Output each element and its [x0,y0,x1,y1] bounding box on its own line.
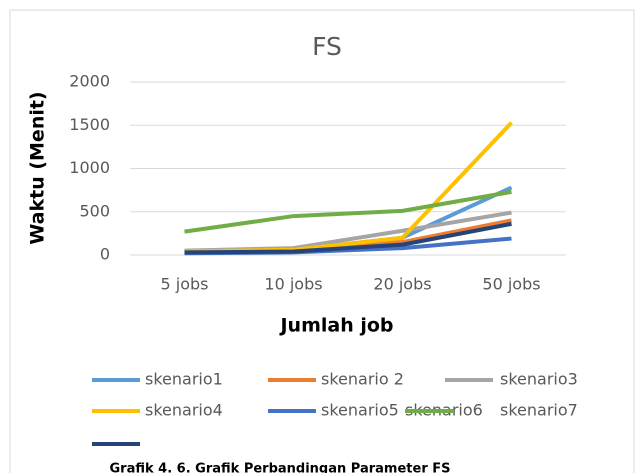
series-line [184,221,512,255]
legend-label: skenario3 [500,370,578,389]
legend-label: skenario5 [321,401,399,420]
chart-border [9,9,635,473]
y-axis-label: Waktu (Menit) [27,91,49,244]
caption: Grafik 4. 6. Grafik Perbandingan Paramet… [109,462,450,473]
y-tick-label: 0 [100,245,110,264]
x-axis-label: Jumlah job [278,315,393,337]
x-tick-label: 50 jobs [482,275,540,294]
y-tick-label: 500 [79,201,110,220]
legend-label: skenario4 [145,401,223,420]
y-tick-label: 1000 [69,158,110,177]
legend-label: skenario1 [145,370,223,389]
x-tick-label: 10 jobs [264,275,322,294]
x-tick-label: 5 jobs [161,275,209,294]
series-line [184,189,512,234]
chart-title: FS [312,32,342,61]
x-tick-label: 20 jobs [373,275,431,294]
y-tick-label: 2000 [69,72,110,91]
legend-label: skenario 2 [321,370,404,389]
y-tick-label: 1500 [69,115,110,134]
legend-label: skenario7 [500,401,578,420]
